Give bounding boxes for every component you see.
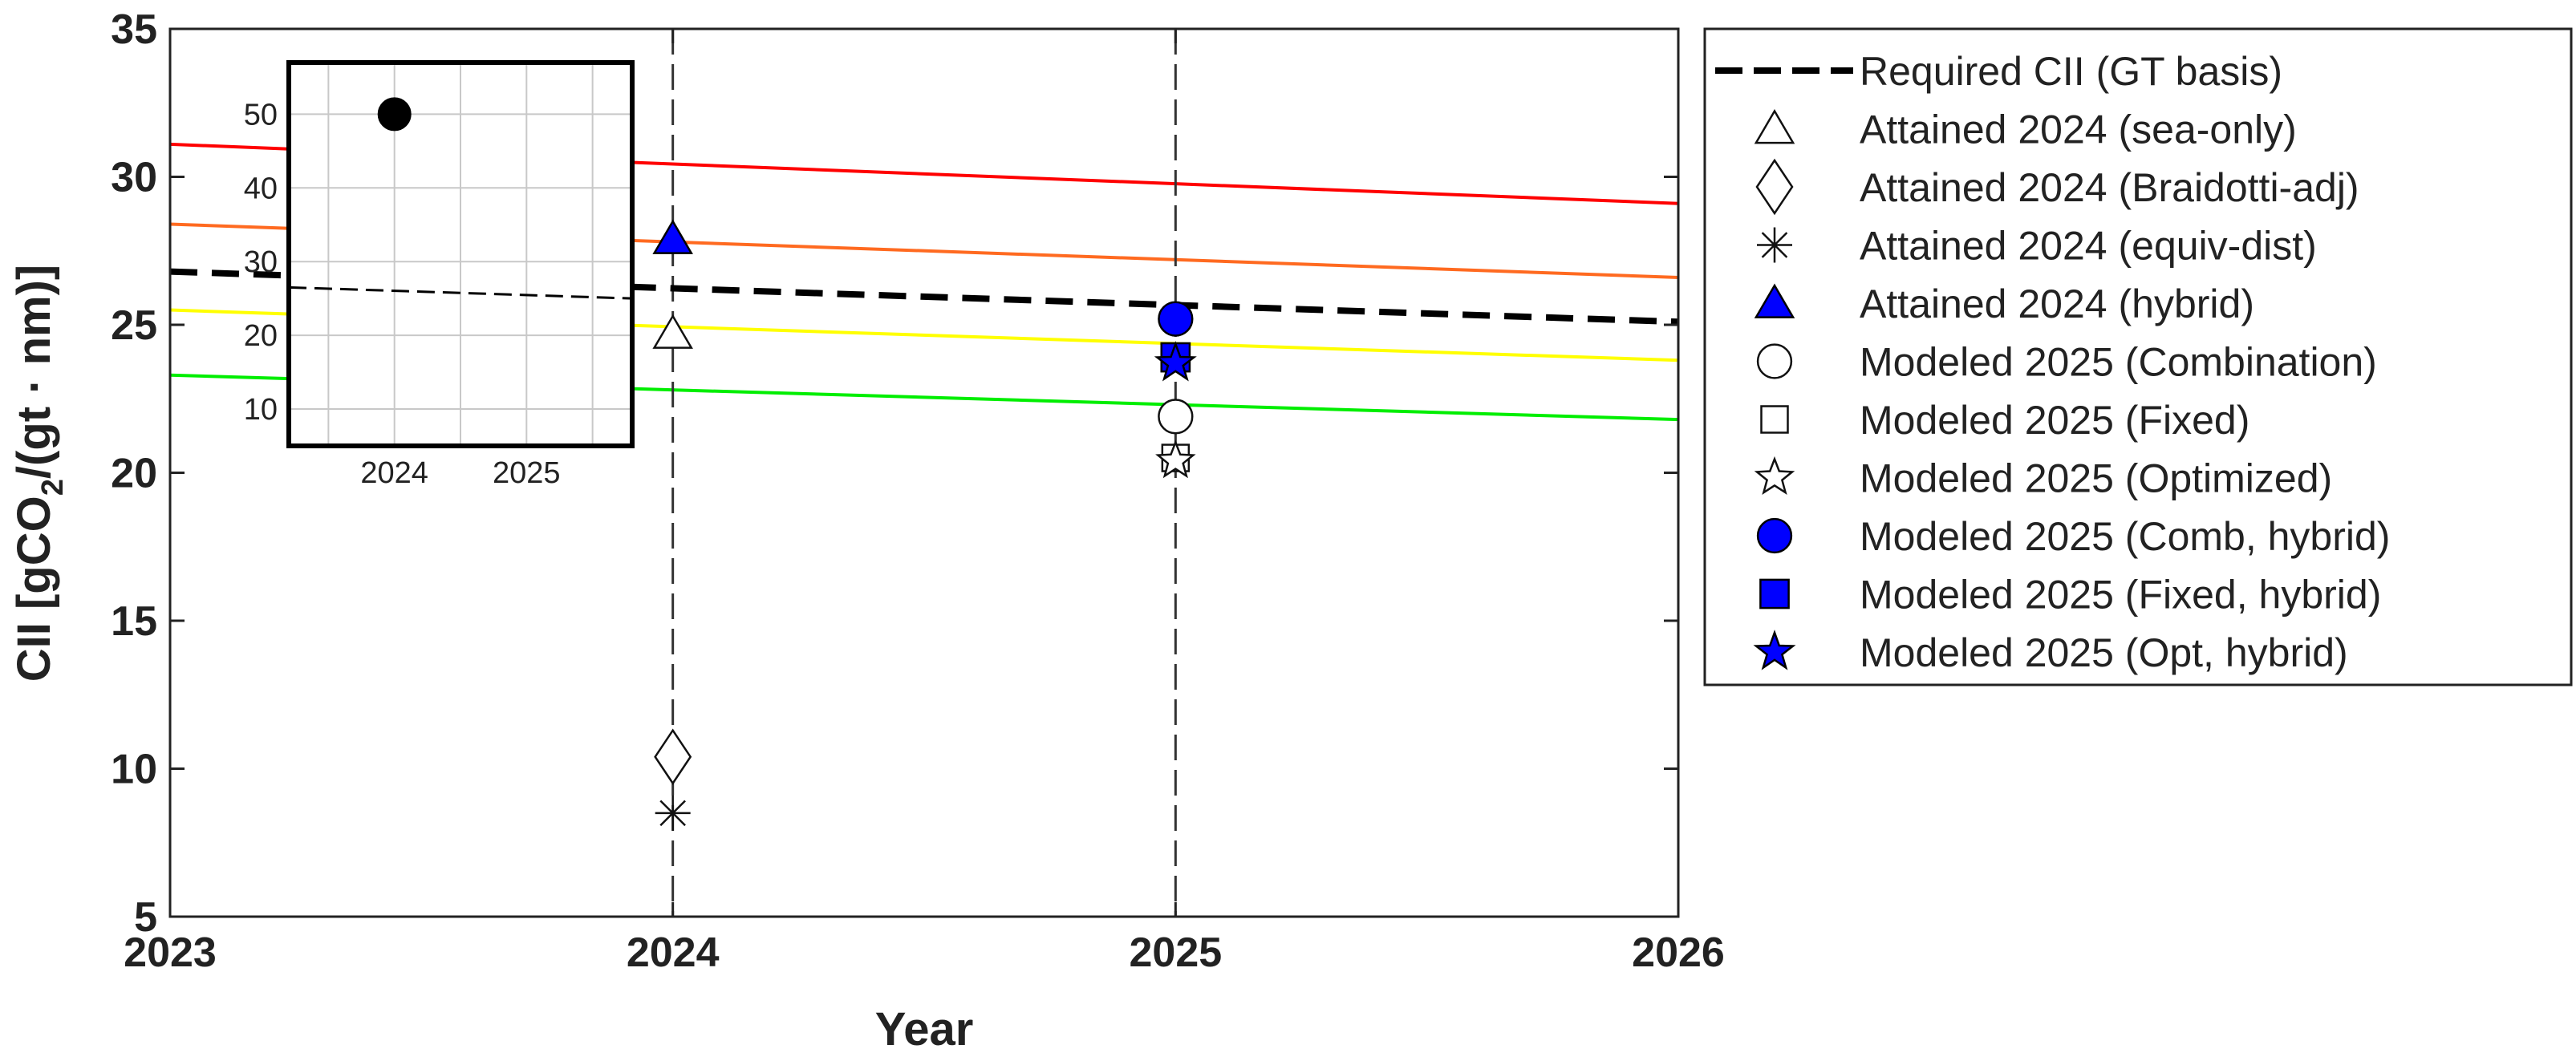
y-tick-label: 20 (111, 451, 157, 497)
inset-y-tick-label: 30 (244, 245, 278, 279)
legend-label: Modeled 2025 (Fixed) (1860, 398, 2249, 443)
legend-label: Attained 2024 (Braidotti-adj) (1860, 165, 2359, 210)
inset-x-tick-label: 2025 (493, 456, 561, 490)
legend-item-modeled-2025-opt-hybrid: Modeled 2025 (Opt, hybrid) (1753, 630, 2348, 675)
main-markers (652, 219, 1197, 831)
y-tick-label: 10 (111, 747, 157, 793)
legend-box (1703, 27, 2573, 686)
legend-item-required-cii-gt-basis: Required CII (GT basis) (1715, 49, 2282, 94)
legend-label: Required CII (GT basis) (1860, 49, 2282, 94)
x-tick-label: 2025 (1129, 929, 1222, 976)
legend-item-modeled-2025-comb-hybrid: Modeled 2025 (Comb, hybrid) (1756, 514, 2390, 559)
inset-x-tick-label: 2024 (360, 456, 428, 490)
inset-grid (289, 63, 632, 446)
legend-label: Attained 2024 (hybrid) (1860, 281, 2254, 326)
x-tick-label: 2024 (627, 929, 720, 976)
legend-label: Attained 2024 (equiv-dist) (1860, 224, 2317, 269)
legend-swatch (1754, 109, 1795, 144)
inset-content (289, 97, 632, 300)
y-tick-label: 30 (111, 155, 157, 201)
legend-item-attained-2024-equiv-dist: Attained 2024 (equiv-dist) (1757, 224, 2317, 269)
point-attained-2024-sea-only (652, 314, 693, 349)
legend-swatch (1760, 405, 1789, 434)
legend-item-attained-2024-braidotti-adj: Attained 2024 (Braidotti-adj) (1755, 158, 2359, 216)
inset-plot: 2024 2025 10 20 30 40 50 (244, 60, 635, 490)
point-modeled-2025-opt-hybrid (1154, 341, 1197, 382)
legend: Required CII (GT basis) Attained 2024 (se… (1703, 27, 2573, 686)
legend-label: Modeled 2025 (Comb, hybrid) (1860, 514, 2390, 559)
y-tick-label: 25 (111, 302, 157, 349)
legend-swatch (1759, 578, 1790, 609)
inset-required-line (289, 285, 632, 300)
legend-swatch (1755, 158, 1794, 216)
point-modeled-2025-combination (1158, 399, 1194, 435)
y-tick-label: 35 (111, 6, 157, 53)
inset-y-tick-label: 50 (244, 98, 278, 132)
legend-label: Attained 2024 (sea-only) (1860, 107, 2297, 152)
legend-swatch (1754, 283, 1795, 318)
legend-item-modeled-2025-combination: Modeled 2025 (Combination) (1756, 340, 2377, 385)
legend-label: Modeled 2025 (Optimized) (1860, 456, 2332, 501)
x-axis-title: Year (875, 1003, 974, 1055)
point-attained-2024-braidotti-adj (654, 728, 692, 785)
inset-frame (286, 60, 635, 448)
legend-item-attained-2024-sea-only: Attained 2024 (sea-only) (1754, 107, 2297, 152)
point-modeled-2025-comb-hybrid (1158, 301, 1194, 337)
legend-swatch (1754, 456, 1795, 496)
inset-y-tick-label: 20 (244, 319, 278, 353)
legend-item-modeled-2025-fixed-hybrid: Modeled 2025 (Fixed, hybrid) (1759, 573, 2381, 618)
inset-y-tick-label: 10 (244, 393, 278, 427)
legend-label: Modeled 2025 (Combination) (1860, 340, 2377, 385)
y-axis-title: CII [gCO2/(gt · nm)] (8, 265, 70, 682)
inset-point (377, 97, 412, 132)
inset-ticks: 2024 2025 10 20 30 40 50 (244, 98, 561, 490)
inset-y-tick-label: 40 (244, 172, 278, 205)
legend-item-attained-2024-hybrid: Attained 2024 (hybrid) (1754, 281, 2254, 326)
point-modeled-2025-optimized (1155, 439, 1196, 479)
legend-swatch (1757, 227, 1792, 263)
point-attained-2024-hybrid (652, 219, 693, 254)
x-tick-label: 2026 (1632, 929, 1725, 976)
y-tick-label: 15 (111, 598, 157, 645)
legend-swatch (1756, 343, 1793, 379)
point-attained-2024-equiv-dist (655, 795, 691, 831)
legend-label: Modeled 2025 (Opt, hybrid) (1860, 630, 2348, 675)
legend-swatch (1753, 630, 1796, 670)
y-tick-label: 5 (134, 894, 157, 941)
legend-label: Modeled 2025 (Fixed, hybrid) (1860, 573, 2381, 618)
legend-swatch (1756, 517, 1793, 554)
legend-item-modeled-2025-optimized: Modeled 2025 (Optimized) (1754, 456, 2332, 501)
legend-item-modeled-2025-fixed: Modeled 2025 (Fixed) (1760, 398, 2249, 443)
x-tick-label: 2023 (124, 929, 217, 976)
